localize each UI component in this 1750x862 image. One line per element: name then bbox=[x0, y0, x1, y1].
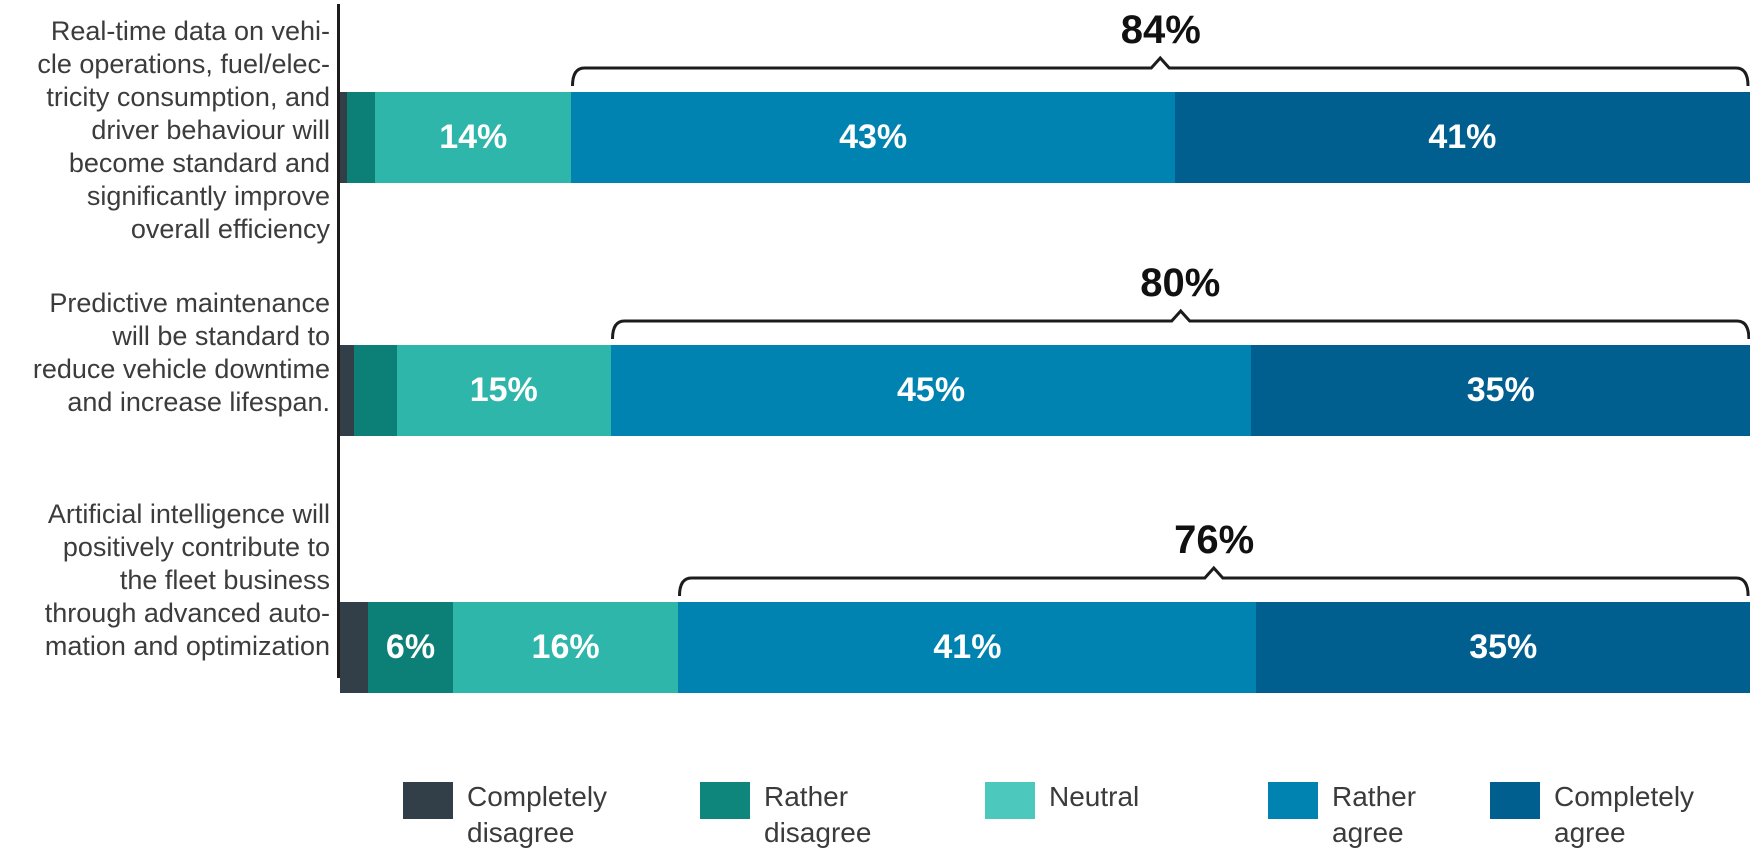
segment-value-label: 15% bbox=[469, 371, 538, 409]
bar-segment-rather-agree: 45% bbox=[610, 345, 1252, 436]
category-label-line: significantly improve bbox=[86, 181, 330, 211]
segment-value-label: 14% bbox=[439, 118, 508, 156]
legend-label: Rather disagree bbox=[764, 779, 871, 851]
agree-total-label: 76% bbox=[1174, 518, 1255, 562]
legend-swatch-rather-agree bbox=[1268, 782, 1318, 819]
legend-item-completely-disagree: Completely disagree bbox=[403, 779, 607, 851]
legend-item-neutral: Neutral bbox=[985, 779, 1139, 819]
agree-bracket bbox=[610, 308, 1750, 340]
bar-segment-completely-agree: 35% bbox=[1256, 602, 1750, 693]
category-label-3: Artificial intelligence will positively c… bbox=[0, 498, 330, 663]
category-label-line: become standard and bbox=[68, 148, 330, 178]
legend-label-line: Completely bbox=[467, 781, 608, 812]
stacked-bar-1: 14% 43% 41% bbox=[340, 92, 1750, 183]
legend-label: Completely agree bbox=[1554, 779, 1694, 851]
agree-total-label: 84% bbox=[1120, 8, 1201, 52]
bar-segment-neutral: 14% bbox=[375, 92, 572, 183]
category-label-2: Predictive maintenance will be standard t… bbox=[0, 287, 330, 419]
bar-segment-neutral: 16% bbox=[452, 602, 679, 693]
segment-value-label: 41% bbox=[1428, 118, 1497, 156]
bar-segment-completely-disagree bbox=[340, 602, 369, 693]
category-label-line: the fleet business bbox=[119, 565, 330, 595]
category-label-line: Predictive maintenance bbox=[49, 288, 330, 318]
category-label-1: Real-time data on vehi-cle operations, f… bbox=[0, 15, 330, 246]
stacked-bar-3: 6% 16% 41% 35% bbox=[340, 602, 1750, 693]
legend-label-line: agree bbox=[1332, 817, 1404, 848]
category-label-line: through advanced auto- bbox=[44, 598, 330, 628]
agree-bracket bbox=[571, 55, 1750, 87]
bar-segment-rather-disagree bbox=[354, 345, 397, 436]
legend-label-line: disagree bbox=[764, 817, 872, 848]
segment-value-label: 6% bbox=[385, 628, 436, 666]
legend-item-rather-disagree: Rather disagree bbox=[700, 779, 871, 851]
bar-segment-rather-disagree bbox=[347, 92, 376, 183]
legend-label-line: Completely bbox=[1554, 781, 1695, 812]
y-axis-line bbox=[337, 4, 340, 678]
bar-segment-completely-disagree bbox=[340, 345, 355, 436]
category-label-line: driver behaviour will bbox=[91, 115, 330, 145]
segment-value-label: 16% bbox=[531, 628, 600, 666]
legend-swatch-completely-disagree bbox=[403, 782, 453, 819]
segment-value-label: 35% bbox=[1466, 371, 1535, 409]
category-label-line: Artificial intelligence will bbox=[47, 499, 330, 529]
bar-segment-completely-agree: 35% bbox=[1251, 345, 1750, 436]
legend-label: Neutral bbox=[1049, 779, 1139, 815]
stacked-bar-2: 15% 45% 35% bbox=[340, 345, 1750, 436]
legend-label-line: disagree bbox=[467, 817, 575, 848]
category-label-line: mation and optimization bbox=[44, 631, 330, 661]
legend-label-line: Rather bbox=[1332, 781, 1417, 812]
bar-segment-rather-agree: 43% bbox=[571, 92, 1175, 183]
category-label-line: positively contribute to bbox=[62, 532, 330, 562]
legend-label-line: Neutral bbox=[1049, 781, 1140, 812]
legend-label-line: Rather bbox=[764, 781, 849, 812]
legend-swatch-completely-agree bbox=[1490, 782, 1540, 819]
bar-segment-completely-disagree bbox=[340, 92, 347, 183]
agree-bracket bbox=[678, 565, 1750, 597]
legend-label: Rather agree bbox=[1332, 779, 1416, 851]
category-label-line: Real-time data on vehi- bbox=[50, 16, 330, 46]
segment-value-label: 43% bbox=[839, 118, 908, 156]
segment-value-label: 35% bbox=[1469, 628, 1538, 666]
legend-item-rather-agree: Rather agree bbox=[1268, 779, 1416, 851]
category-label-line: cle operations, fuel/elec- bbox=[37, 49, 330, 79]
category-label-line: overall efficiency bbox=[130, 214, 330, 244]
category-label-line: tricity consumption, and bbox=[46, 82, 330, 112]
category-label-line: and increase lifespan. bbox=[67, 387, 330, 417]
legend-swatch-neutral bbox=[985, 782, 1035, 819]
legend-label: Completely disagree bbox=[467, 779, 607, 851]
bar-segment-completely-agree: 41% bbox=[1174, 92, 1750, 183]
segment-value-label: 45% bbox=[897, 371, 966, 409]
legend-swatch-rather-disagree bbox=[700, 782, 750, 819]
category-label-line: reduce vehicle downtime bbox=[32, 354, 330, 384]
category-label-line: will be standard to bbox=[112, 321, 330, 351]
segment-value-label: 41% bbox=[933, 628, 1002, 666]
bar-segment-rather-disagree: 6% bbox=[368, 602, 453, 693]
bar-segment-rather-agree: 41% bbox=[678, 602, 1257, 693]
bar-segment-neutral: 15% bbox=[396, 345, 611, 436]
legend-item-completely-agree: Completely agree bbox=[1490, 779, 1694, 851]
agree-total-label: 80% bbox=[1140, 261, 1221, 305]
legend-label-line: agree bbox=[1554, 817, 1626, 848]
